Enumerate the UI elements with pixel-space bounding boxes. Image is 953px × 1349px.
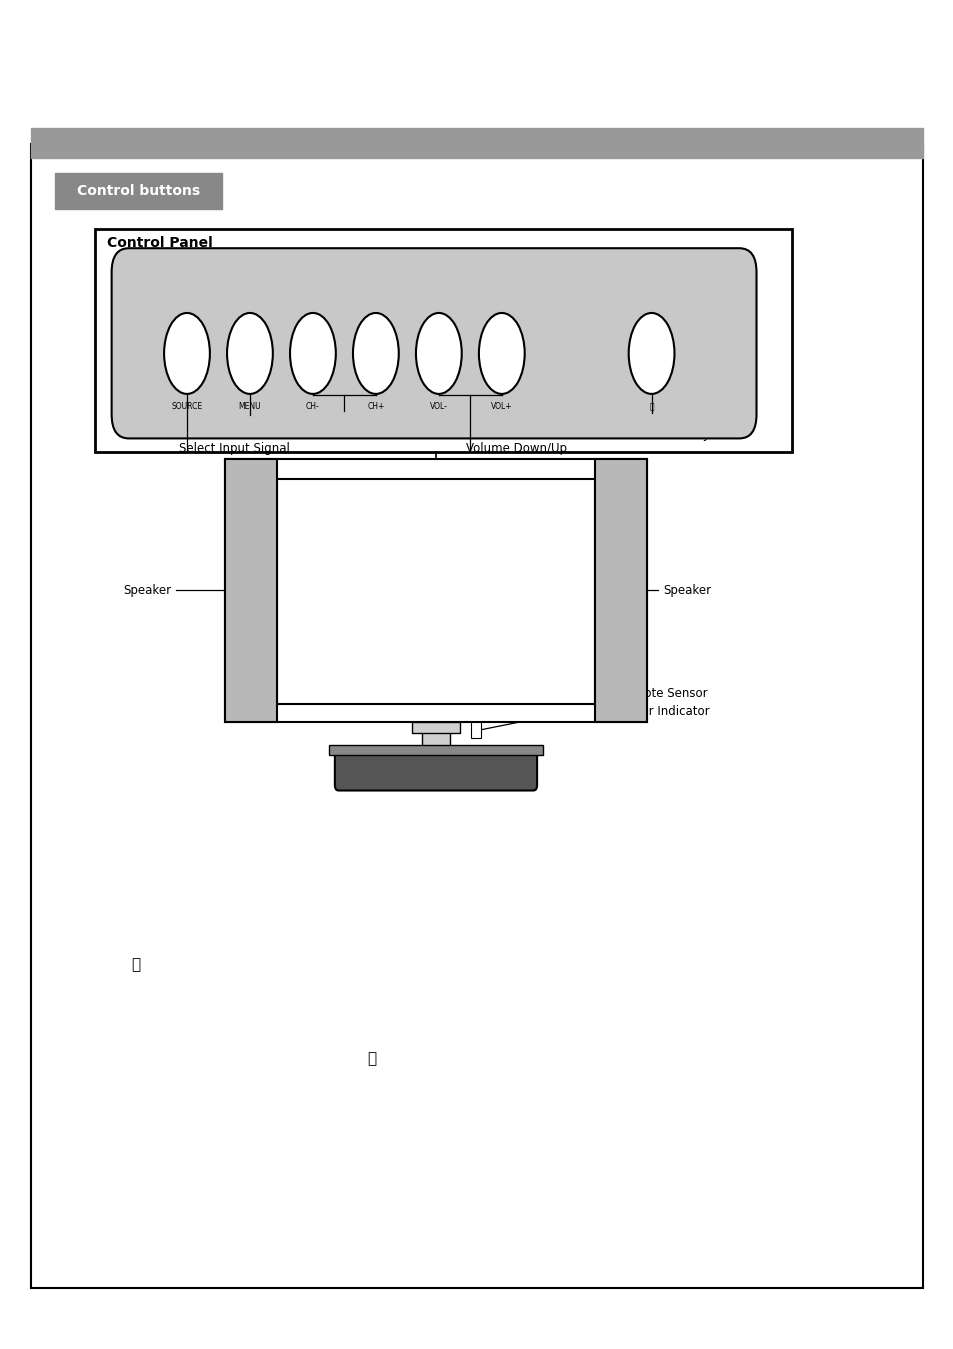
Bar: [225, 459, 646, 722]
Text: Remote Sensor: Remote Sensor: [618, 687, 707, 700]
Text: Power On/
Standby: Power On/ Standby: [660, 411, 720, 441]
Text: ⏻: ⏻: [367, 1051, 376, 1067]
Bar: [30, 128, 923, 158]
Text: Volume Down/Up: Volume Down/Up: [465, 442, 566, 456]
Text: VOL+: VOL+: [491, 402, 512, 411]
Text: Channel Down/Up: Channel Down/Up: [339, 425, 445, 438]
Bar: [421, 722, 450, 755]
Bar: [55, 173, 222, 209]
Text: CH-: CH-: [306, 402, 319, 411]
Text: Power Indicator: Power Indicator: [618, 704, 709, 718]
Ellipse shape: [416, 313, 461, 394]
Text: Control buttons: Control buttons: [77, 183, 200, 198]
Text: Control Panel: Control Panel: [107, 236, 213, 250]
Bar: [276, 479, 595, 704]
Ellipse shape: [628, 313, 674, 394]
Text: ⏻: ⏻: [649, 402, 653, 411]
Text: Menu: Menu: [245, 425, 277, 438]
Text: Select Input Signal: Select Input Signal: [179, 442, 290, 456]
Bar: [225, 459, 276, 722]
Text: MENU: MENU: [238, 402, 261, 411]
Bar: [471, 722, 480, 738]
Bar: [95, 229, 791, 452]
Ellipse shape: [164, 313, 210, 394]
Text: Speaker: Speaker: [124, 584, 172, 596]
Text: Speaker: Speaker: [662, 584, 710, 596]
Text: CH+: CH+: [367, 402, 384, 411]
Ellipse shape: [290, 313, 335, 394]
Ellipse shape: [353, 313, 398, 394]
Bar: [329, 745, 542, 755]
Bar: [412, 722, 459, 733]
Bar: [595, 459, 646, 722]
Text: ⏻: ⏻: [131, 956, 140, 973]
Ellipse shape: [478, 313, 524, 394]
Bar: [30, 144, 923, 1288]
FancyBboxPatch shape: [335, 750, 537, 791]
FancyBboxPatch shape: [112, 248, 756, 438]
Text: SOURCE: SOURCE: [172, 402, 202, 411]
Text: VOL-: VOL-: [430, 402, 447, 411]
Ellipse shape: [227, 313, 273, 394]
